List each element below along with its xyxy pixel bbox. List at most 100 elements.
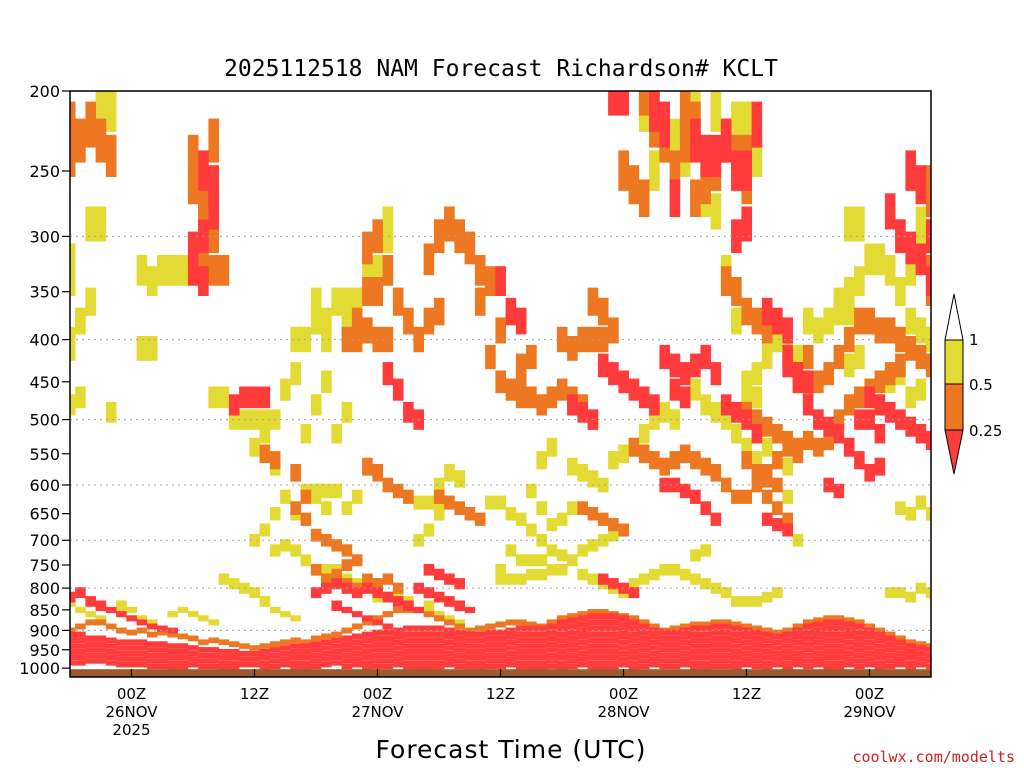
cell-ri-2-502: [649, 627, 660, 634]
cell-ri-2-642: [833, 654, 845, 661]
y-tick-label-350: 350: [29, 283, 60, 302]
cell-ri-2-82: [936, 438, 947, 457]
cell-ri-1-119: [813, 437, 824, 457]
cell-ri-1-25: [351, 554, 363, 567]
cell-ri-0-187: [495, 573, 506, 585]
cell-ri-2-407: [536, 649, 547, 655]
cell-ri-1-11: [208, 219, 219, 254]
cell-ri-2-366: [485, 629, 496, 636]
cell-ri-2-497: [638, 641, 650, 647]
cell-ri-0-201: [649, 568, 660, 581]
cell-ri-1-157: [454, 501, 465, 515]
cell-ri-0-119: [710, 193, 722, 230]
cell-ri-1-4: [105, 134, 117, 177]
cell-ri-2-631: [823, 643, 834, 649]
cell-ri-1-104: [720, 477, 732, 493]
cell-ri-2-548: [710, 635, 722, 642]
cell-ri-0-190: [526, 568, 537, 581]
cell-ri-0-81: [546, 518, 558, 532]
cell-ri-1-233: [597, 609, 609, 616]
cell-ri-2-610: [792, 662, 804, 668]
cell-ri-2-18: [751, 101, 763, 148]
cell-ri-0-256: [423, 600, 435, 611]
cell-ri-1-141: [915, 344, 927, 370]
cell-ri-2-208: [198, 652, 209, 659]
cell-ri-1-163: [392, 483, 404, 499]
cell-ri-2-283: [362, 660, 373, 666]
cell-ri-2-421: [556, 631, 568, 638]
cell-ri-1-20: [300, 512, 312, 526]
cell-ri-2-50: [392, 378, 404, 401]
cell-ri-1-230: [567, 613, 578, 620]
cell-ri-0-41: [382, 206, 394, 242]
cell-ri-0-86: [536, 451, 547, 470]
cell-ri-2-193: [167, 643, 178, 649]
y-tick-label-600: 600: [29, 476, 60, 495]
cell-ri-1-18: [300, 489, 312, 504]
cell-ri-2-540: [700, 637, 711, 644]
cell-ri-2-549: [710, 641, 722, 647]
cell-ri-0-52: [280, 489, 291, 504]
cell-ri-1-118: [802, 430, 814, 451]
cell-ri-2-385: [505, 656, 517, 662]
cell-ri-2-694: [915, 662, 927, 668]
cell-ri-2-563: [731, 631, 742, 638]
cell-ri-2-525: [679, 639, 691, 646]
cell-ri-2-189: [157, 647, 168, 653]
cell-ri-2-221: [228, 660, 240, 666]
cell-ri-2-32: [854, 451, 865, 470]
cell-ri-2-505: [649, 645, 660, 651]
cell-ri-2-660: [854, 663, 865, 670]
cell-ri-2-522: [669, 663, 681, 670]
cell-ri-2-146: [70, 660, 76, 666]
cell-ri-2-685: [895, 662, 906, 668]
cell-ri-2-157: [85, 658, 96, 664]
cell-ri-1-192: [177, 633, 189, 640]
cell-ri-2-219: [228, 649, 240, 655]
cell-ri-2-358: [464, 665, 476, 671]
cell-ri-1-95: [628, 437, 640, 457]
cell-ri-1-154: [577, 501, 588, 515]
legend-label-2: 0.25: [969, 422, 1002, 440]
cell-ri-2-543: [700, 654, 711, 661]
cell-ri-2-584: [761, 631, 773, 638]
cell-ri-2-167: [105, 660, 117, 666]
cell-ri-1-255: [823, 615, 834, 622]
cell-ri-0-114: [772, 326, 783, 353]
cell-ri-2-560: [720, 658, 732, 664]
cell-ri-2-62: [710, 512, 722, 526]
cell-ri-2-559: [720, 652, 732, 659]
cell-ri-1-201: [269, 641, 281, 647]
cell-ri-2-415: [546, 647, 558, 653]
cell-ri-0-209: [731, 596, 742, 607]
cell-ri-2-664: [864, 645, 875, 651]
cell-ri-2-239: [280, 656, 291, 662]
cell-ri-1-172: [638, 179, 650, 217]
cell-ri-2-318: [413, 649, 424, 655]
cell-ri-2-643: [833, 660, 845, 666]
cell-ri-2-446: [587, 613, 599, 620]
cell-ri-2-144: [70, 649, 76, 655]
cell-ri-2-88: [761, 512, 773, 526]
cell-ri-2-234: [269, 652, 281, 659]
cell-ri-2-670: [874, 643, 886, 649]
cell-ri-2-606: [792, 639, 804, 646]
cell-ri-2-252: [310, 647, 322, 653]
cell-ri-1-165: [741, 297, 752, 326]
cell-ri-1-258: [854, 619, 865, 626]
y-tick-label-950: 950: [29, 641, 60, 660]
cell-ri-0-66: [444, 464, 455, 482]
cell-ri-2-190: [157, 652, 168, 659]
cell-ri-2-60: [690, 489, 701, 504]
cell-ri-2-398: [526, 643, 537, 649]
cell-ri-2-341: [444, 645, 455, 651]
cell-ri-2-422: [556, 637, 568, 644]
cell-ri-2-138: [146, 623, 158, 630]
cell-ri-2-388: [515, 631, 527, 638]
cell-ri-2-513: [659, 652, 670, 659]
cell-ri-1-38: [362, 231, 373, 265]
cell-ri-2-278: [362, 631, 373, 638]
cell-ri-1-86: [690, 179, 701, 217]
cell-ri-0-57: [321, 501, 332, 515]
cell-ri-2-370: [485, 652, 496, 659]
